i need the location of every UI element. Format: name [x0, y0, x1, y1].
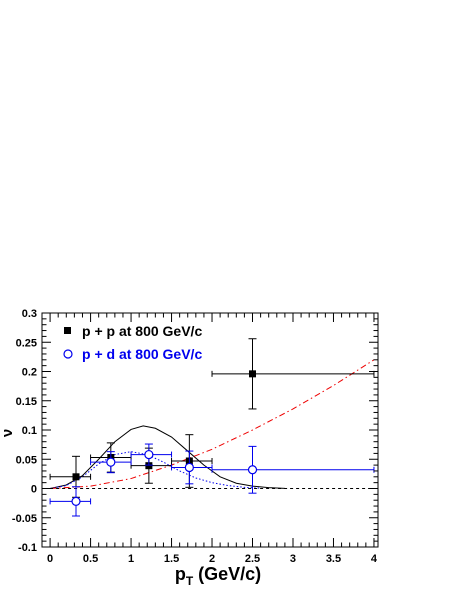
y-tick-label: -0.05 [12, 513, 37, 525]
x-tick-label: 3.5 [326, 553, 341, 565]
legend-label-pp: p + p at 800 GeV/c [82, 323, 202, 339]
y-axis-title: ν [0, 429, 16, 437]
x-tick-label: 4 [371, 553, 378, 565]
data-point-pd [247, 465, 258, 475]
data-point-pd [144, 449, 154, 460]
y-tick-label: 0.2 [22, 367, 37, 379]
data-point-pd [71, 496, 81, 506]
y-tick-label: 0.1 [22, 425, 37, 437]
y-tick-label: 0.25 [16, 337, 37, 349]
theory-curve-dashdot [50, 359, 375, 489]
series-layer [49, 338, 375, 517]
legend: p + p at 800 GeV/c p + d at 800 GeV/c [63, 323, 202, 362]
x-tick-label: 0.5 [83, 553, 98, 565]
data-point-pd [106, 457, 116, 467]
legend-marker-pd [63, 349, 73, 359]
x-tick-label: 1.5 [164, 553, 179, 565]
data-point-pp [145, 462, 153, 470]
data-point-pd [184, 462, 194, 473]
theory-curve-solid [49, 425, 285, 489]
x-tick-label: 2.5 [245, 553, 260, 565]
x-tick-label: 0 [47, 553, 53, 565]
legend-label-pd: p + d at 800 GeV/c [82, 346, 202, 362]
data-point-pp [249, 370, 257, 378]
legend-marker-pp [64, 327, 71, 334]
x-tick-label: 1 [128, 553, 134, 565]
curves-layer [49, 359, 378, 489]
y-tick-label: 0.05 [16, 454, 37, 466]
x-tick-label: 2 [209, 553, 215, 565]
x-tick-label: 3 [290, 553, 296, 565]
theory-curve-dotted [50, 451, 261, 489]
axes-layer: 0 0.5 1 1.5 2 2.5 3 3.5 4 -0.1 -0.05 0 0.05 0.1 0.15 0.… [12, 308, 378, 565]
y-tick-label: -0.1 [18, 542, 37, 554]
data-point-pp [72, 473, 80, 481]
y-tick-label: 0 [31, 484, 37, 496]
y-tick-label: 0.3 [22, 308, 37, 320]
x-axis-title: pT (GeV/c) [175, 564, 261, 587]
y-tick-label: 0.15 [16, 396, 37, 408]
